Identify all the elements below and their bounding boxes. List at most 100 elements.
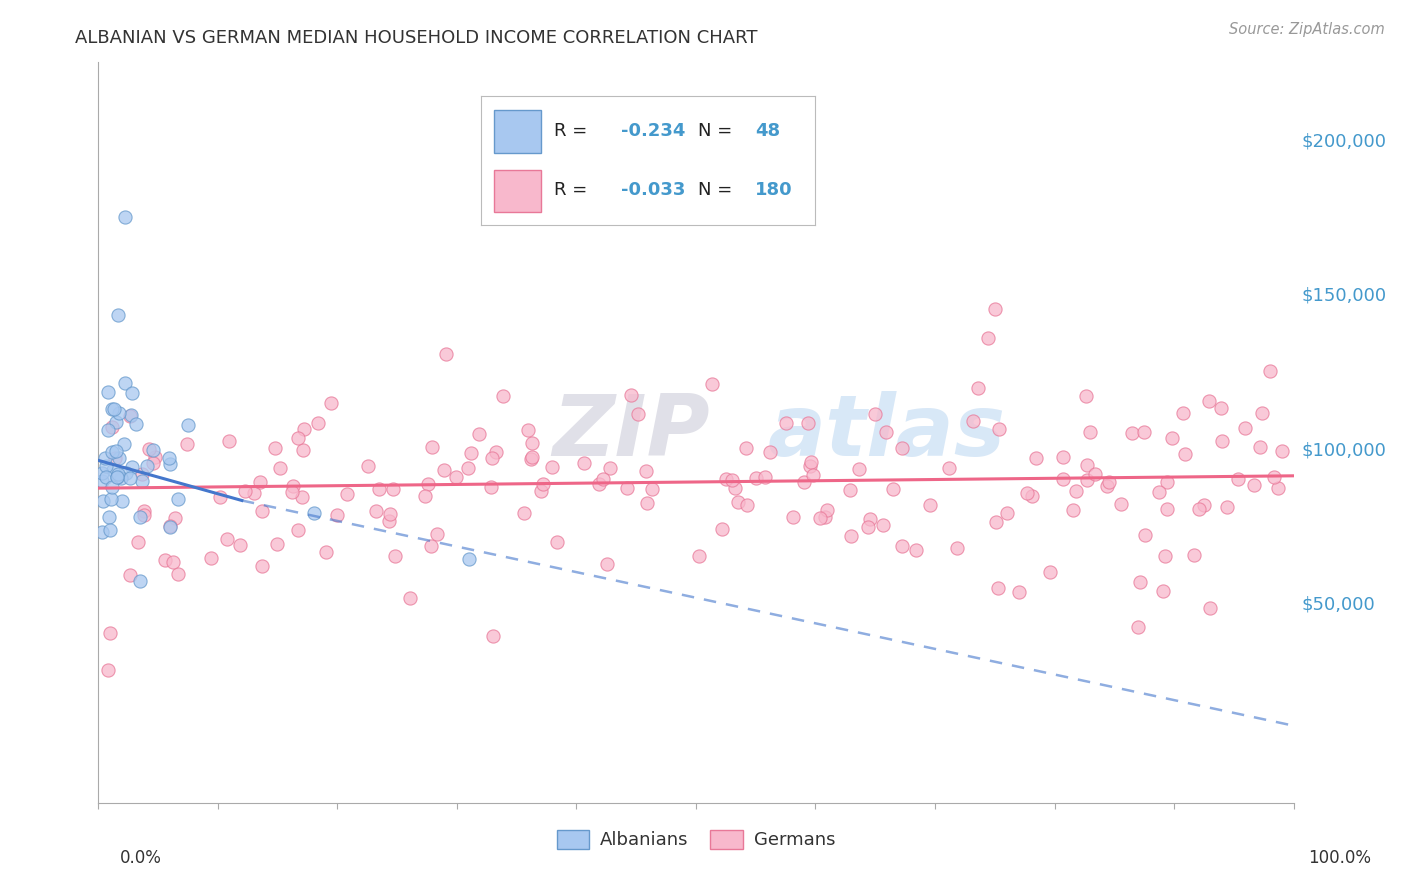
Point [100, 419, 122, 434]
Point [115, 466, 138, 480]
Point [710, 522, 733, 536]
Point [382, 482, 405, 496]
Point [890, 539, 912, 553]
Point [94, 451, 117, 466]
Text: 100.0%: 100.0% [1308, 849, 1371, 867]
Point [782, 510, 804, 524]
Point [875, 425, 897, 439]
Point [1074, 389, 1097, 403]
Point [292, 423, 315, 437]
Point [249, 475, 271, 489]
Point [520, 450, 543, 464]
Point [120, 568, 142, 582]
Point [984, 302, 1007, 317]
Point [800, 454, 823, 468]
Point [517, 424, 540, 438]
Point [1156, 475, 1178, 489]
Point [97, 423, 120, 437]
Point [1160, 431, 1182, 445]
Point [143, 450, 166, 464]
Point [482, 629, 505, 643]
Point [1064, 483, 1087, 498]
Text: ZIP: ZIP [553, 391, 710, 475]
Point [962, 414, 984, 428]
Point [129, 574, 152, 588]
Point [512, 507, 534, 521]
Point [1039, 565, 1062, 579]
Point [596, 557, 619, 571]
Legend: Albanians, Germans: Albanians, Germans [550, 822, 842, 856]
Point [458, 552, 481, 566]
Point [1216, 500, 1239, 514]
Point [91, 474, 114, 488]
Point [291, 491, 314, 505]
Text: atlas: atlas [768, 391, 1005, 475]
Point [105, 443, 128, 458]
Point [287, 523, 309, 537]
Point [128, 509, 150, 524]
Point [688, 549, 710, 563]
Point [1154, 549, 1177, 563]
Point [105, 469, 128, 483]
Point [398, 591, 420, 605]
Point [1227, 472, 1250, 486]
Point [986, 515, 1008, 529]
Point [319, 396, 342, 410]
Text: ALBANIAN VS GERMAN MEDIAN HOUSEHOLD INCOME CORRELATION CHART: ALBANIAN VS GERMAN MEDIAN HOUSEHOLD INCO… [75, 29, 756, 47]
Point [890, 442, 912, 456]
Point [1015, 485, 1038, 500]
Point [1267, 481, 1289, 495]
Point [814, 510, 837, 524]
Point [530, 483, 553, 498]
Point [1133, 425, 1156, 439]
Point [920, 498, 942, 512]
Point [995, 506, 1018, 520]
Point [418, 476, 440, 491]
Point [101, 463, 124, 477]
Point [775, 416, 797, 430]
Point [1263, 470, 1285, 484]
Point [1243, 478, 1265, 492]
Point [264, 441, 287, 455]
Point [378, 508, 401, 522]
Point [228, 538, 250, 552]
Point [114, 210, 136, 224]
Point [541, 460, 564, 475]
Point [91, 466, 114, 480]
Point [433, 462, 456, 476]
Point [177, 418, 200, 433]
Point [167, 491, 190, 506]
Point [1128, 620, 1150, 634]
Point [132, 508, 155, 523]
Point [759, 445, 782, 459]
Point [599, 460, 621, 475]
Point [1133, 528, 1156, 542]
Point [101, 402, 124, 417]
Point [159, 457, 181, 471]
Point [114, 376, 136, 391]
Point [1097, 479, 1119, 493]
Point [120, 470, 142, 484]
Point [808, 511, 831, 525]
Point [976, 331, 998, 345]
Point [882, 482, 904, 496]
Point [1084, 467, 1107, 482]
Point [485, 445, 508, 459]
Point [97, 385, 120, 400]
Point [292, 442, 315, 457]
Point [592, 472, 614, 486]
Point [100, 491, 122, 506]
Point [165, 510, 187, 524]
Point [121, 385, 143, 400]
Point [987, 581, 1010, 595]
Point [1211, 434, 1233, 448]
Point [724, 481, 747, 495]
Point [166, 567, 188, 582]
Point [1121, 425, 1143, 440]
Point [209, 490, 232, 504]
Point [468, 426, 491, 441]
Point [721, 473, 744, 487]
Point [1174, 447, 1197, 461]
Point [215, 533, 238, 547]
Point [727, 495, 749, 509]
